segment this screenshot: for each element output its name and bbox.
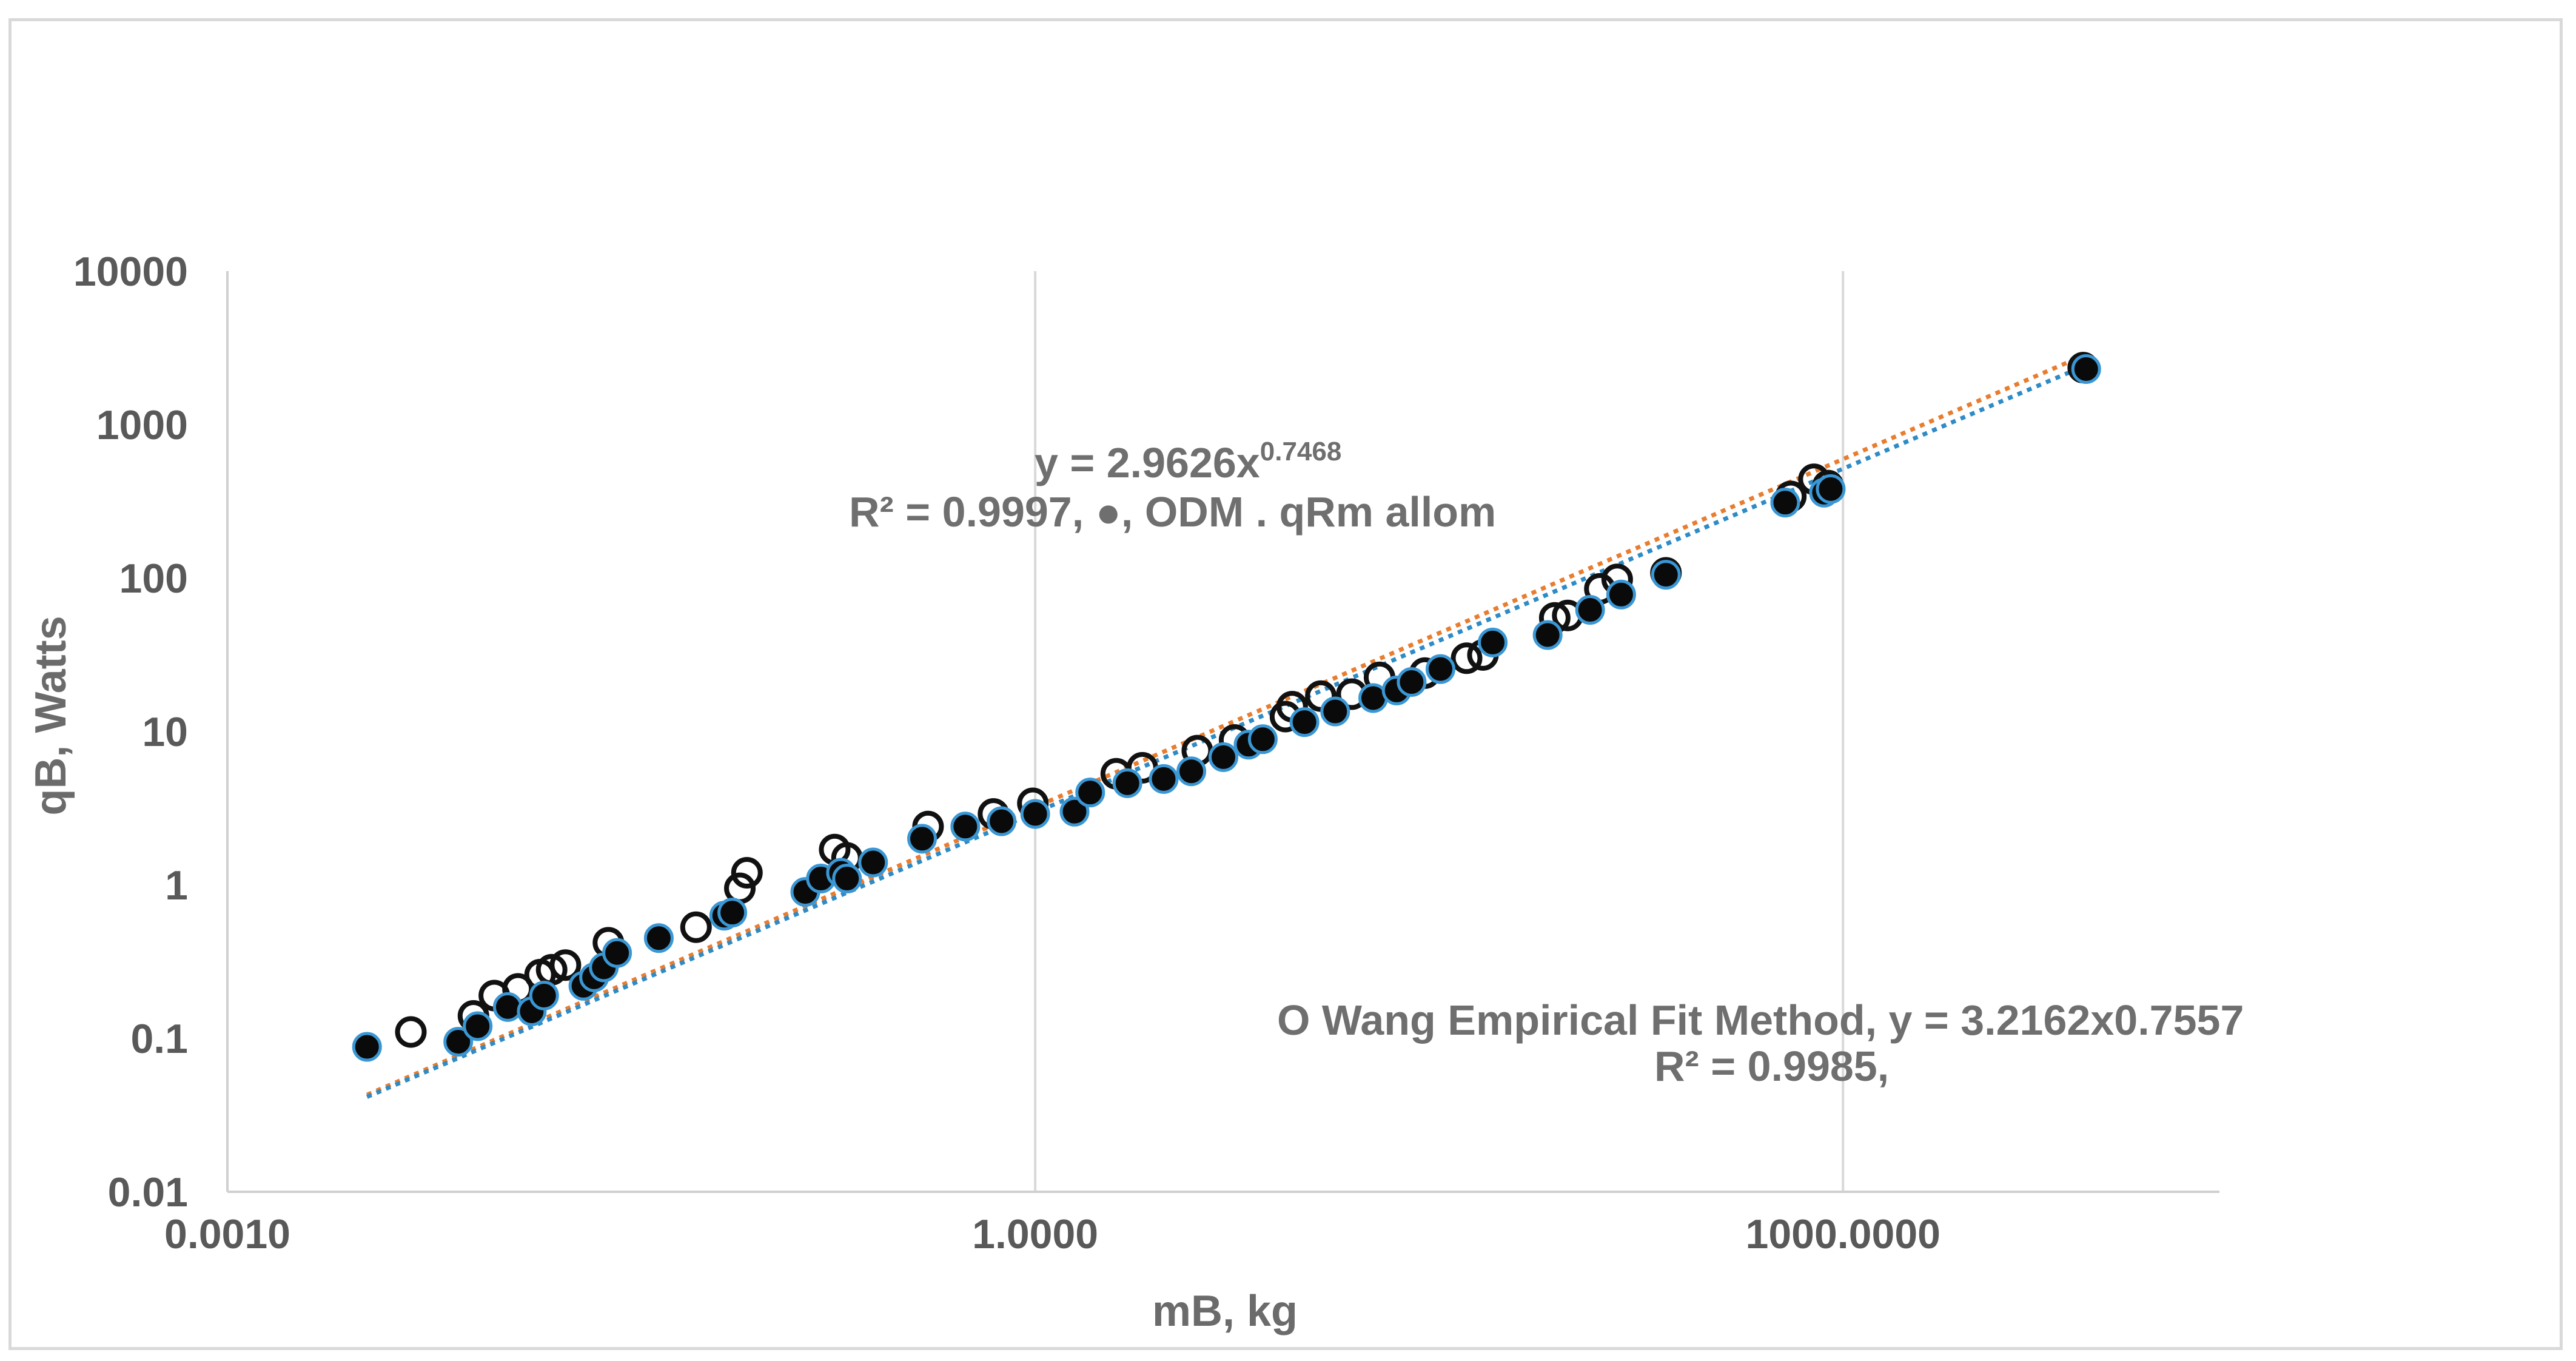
fit1-r2-annotation: R² = 0.9997, ●, ODM . qRm allom bbox=[849, 488, 1496, 536]
data-point-filled bbox=[1020, 799, 1050, 829]
data-point-filled bbox=[529, 980, 559, 1010]
data-point-filled bbox=[1289, 707, 1320, 738]
y-tick-label: 10 bbox=[142, 709, 188, 755]
data-point-open bbox=[1451, 642, 1483, 674]
data-point-filled bbox=[1320, 696, 1350, 727]
data-point-filled bbox=[643, 923, 674, 953]
data-point-filled bbox=[1816, 474, 1846, 504]
data-point-open bbox=[731, 856, 763, 889]
data-point-filled bbox=[1176, 756, 1207, 787]
data-point-filled bbox=[1651, 560, 1681, 590]
y-tick-label: 1000 bbox=[96, 402, 188, 448]
data-point-filled bbox=[907, 824, 937, 854]
data-point-filled bbox=[1425, 654, 1455, 684]
x-tick-label: 1.0000 bbox=[972, 1211, 1098, 1257]
tick-labels: 0.0010 1.0000 1000.0000 0.01 0.1 1 10 100 1000 10… bbox=[73, 249, 1940, 1257]
data-point-filled bbox=[1478, 627, 1508, 657]
y-axis-title: qB, Watts bbox=[27, 616, 75, 815]
y-tick-label: 10000 bbox=[73, 249, 188, 295]
data-point-filled bbox=[352, 1032, 382, 1062]
chart-frame bbox=[8, 18, 2563, 1350]
data-point-filled bbox=[463, 1011, 493, 1041]
data-point-filled bbox=[1247, 724, 1278, 754]
x-axis-title: mB, kg bbox=[1152, 1287, 1298, 1336]
data-point-filled bbox=[602, 938, 632, 968]
data-point-filled bbox=[987, 806, 1017, 836]
data-point-filled bbox=[832, 864, 862, 894]
data-point-filled bbox=[858, 847, 888, 878]
y-tick-label: 1 bbox=[165, 862, 188, 909]
data-point-filled bbox=[1532, 620, 1563, 650]
data-point-filled bbox=[443, 1027, 474, 1057]
data-point-filled bbox=[1209, 742, 1238, 772]
data-point-filled bbox=[1075, 778, 1105, 808]
data-points bbox=[352, 352, 2101, 1062]
y-tick-label: 0.1 bbox=[130, 1016, 188, 1062]
gridlines bbox=[226, 271, 1845, 1192]
data-point-open bbox=[549, 949, 582, 981]
x-tick-label: 1000.0000 bbox=[1746, 1211, 1940, 1257]
fit2-r2-annotation: R² = 0.9985, bbox=[1654, 1043, 1889, 1090]
data-point-filled bbox=[1059, 796, 1090, 827]
data-point-open bbox=[395, 1016, 427, 1048]
fit2-equation-annotation: O Wang Empirical Fit Method, y = 3.2162x… bbox=[1277, 996, 2244, 1044]
data-point-filled bbox=[717, 898, 748, 928]
data-point-filled bbox=[1770, 488, 1800, 518]
fit1-exponent: 0.7468 bbox=[1260, 437, 1342, 466]
fit1-equation-annotation: y = 2.9626x0.7468 bbox=[1035, 437, 1341, 486]
data-point-filled bbox=[492, 992, 523, 1022]
data-point-filled bbox=[1397, 667, 1427, 697]
y-tick-label: 100 bbox=[119, 556, 188, 602]
y-tick-label: 0.01 bbox=[108, 1169, 188, 1215]
data-point-filled bbox=[1575, 595, 1605, 625]
x-tick-label: 0.0010 bbox=[164, 1211, 290, 1257]
data-point-filled bbox=[1606, 579, 1636, 610]
data-point-filled bbox=[2071, 354, 2101, 384]
fit1-equation: y = 2.9626x bbox=[1035, 439, 1260, 486]
data-point-filled bbox=[950, 812, 981, 842]
data-point-filled bbox=[1112, 768, 1142, 798]
data-point-filled bbox=[1149, 764, 1179, 794]
axes bbox=[226, 271, 2219, 1193]
data-point-open bbox=[680, 911, 712, 943]
